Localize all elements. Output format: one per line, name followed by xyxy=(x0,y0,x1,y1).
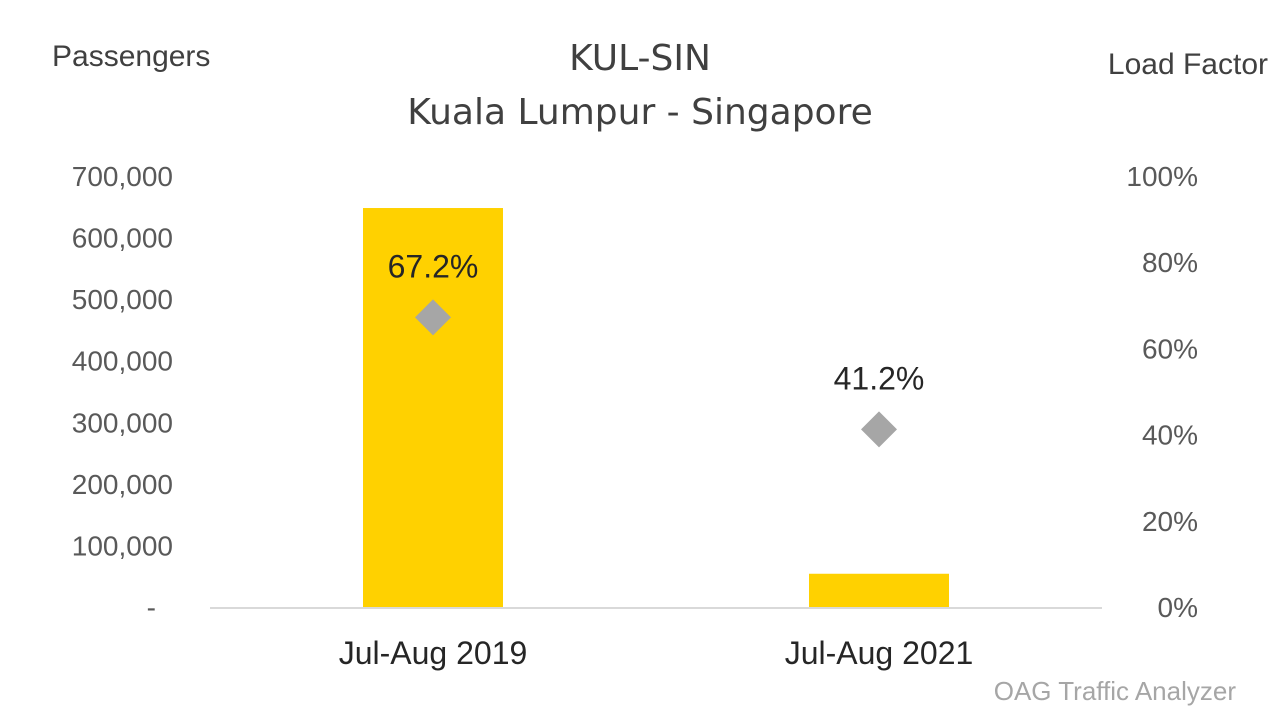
load-factor-series xyxy=(415,299,897,448)
bar xyxy=(809,573,949,607)
y-tick-label: 100,000 xyxy=(72,530,173,561)
y-axis-label: Passengers xyxy=(52,40,210,73)
data-label: 67.2% xyxy=(388,248,479,284)
y-tick-label: 400,000 xyxy=(72,346,173,377)
y-tick-label: 300,000 xyxy=(72,407,173,438)
load-factor-marker xyxy=(415,299,451,336)
data-labels: 67.2% 41.2% xyxy=(388,248,925,396)
x-tick-label: Jul-Aug 2019 xyxy=(339,635,528,671)
chart-subtitle: Kuala Lumpur - Singapore xyxy=(407,92,872,133)
y-tick-label: 200,000 xyxy=(72,469,173,500)
y-tick-label: - xyxy=(147,592,156,623)
y2-axis-label: Load Factor xyxy=(1108,48,1268,81)
y-tick-label: 700,000 xyxy=(72,161,173,192)
bar xyxy=(363,208,503,607)
x-axis-categories: Jul-Aug 2019 Jul-Aug 2021 xyxy=(339,635,974,671)
source-note: OAG Traffic Analyzer xyxy=(994,676,1237,706)
y2-tick-label: 0% xyxy=(1158,592,1198,623)
y2-axis-ticks: 0% 20% 40% 60% 80% 100% xyxy=(1126,161,1198,623)
y2-tick-label: 80% xyxy=(1142,247,1198,278)
data-label: 41.2% xyxy=(834,360,925,396)
y2-tick-label: 100% xyxy=(1126,161,1198,192)
y-tick-label: 600,000 xyxy=(72,223,173,254)
y2-tick-label: 60% xyxy=(1142,333,1198,364)
load-factor-marker xyxy=(861,411,897,448)
y2-tick-label: 20% xyxy=(1142,506,1198,537)
y-axis-ticks: - 100,000 200,000 300,000 400,000 500,000 600,… xyxy=(72,161,173,623)
y-tick-label: 500,000 xyxy=(72,284,173,315)
bar-series xyxy=(363,208,949,607)
y2-tick-label: 40% xyxy=(1142,420,1198,451)
chart-title: KUL-SIN xyxy=(569,38,711,79)
x-tick-label: Jul-Aug 2021 xyxy=(785,635,974,671)
